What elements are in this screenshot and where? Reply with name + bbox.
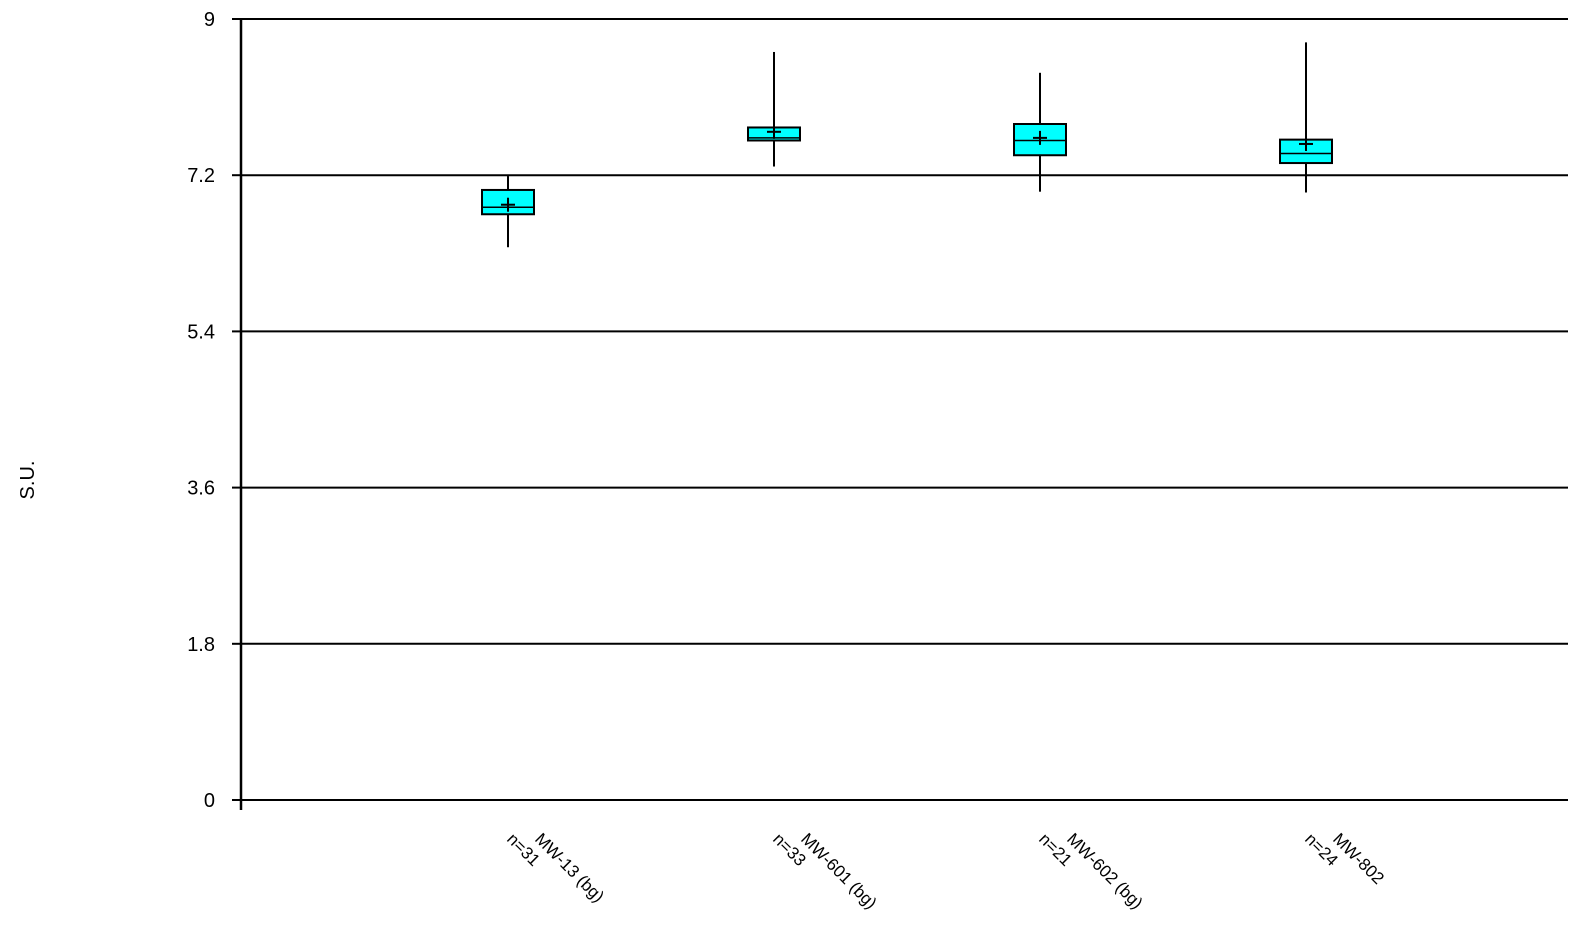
box-2 (747, 51, 801, 167)
y-axis-ticks: 0 1.8 3.6 5.4 7.2 9 (187, 9, 241, 812)
y-tick-label: 0 (204, 790, 215, 812)
gridlines (241, 18, 1568, 801)
y-tick-label: 7.2 (187, 165, 215, 187)
x-axis-labels: MW-13 (bg)n=31 MW-601 (bg)n=33 MW-602 (bg)… (503, 829, 1388, 912)
y-tick-label: 9 (204, 9, 215, 31)
x-category-label: MW-13 (bg) (531, 829, 608, 906)
y-tick-label: 1.8 (187, 634, 215, 656)
y-tick-label: 5.4 (187, 321, 215, 343)
y-tick-label: 3.6 (187, 478, 215, 500)
x-category-label: MW-602 (bg) (1063, 829, 1146, 912)
y-axis-title: S.U. (17, 461, 39, 500)
box-series (481, 42, 1333, 248)
x-category-label: MW-601 (bg) (797, 829, 880, 912)
box-3 (1013, 72, 1067, 192)
box-4 (1279, 42, 1333, 193)
box-1 (481, 176, 535, 248)
